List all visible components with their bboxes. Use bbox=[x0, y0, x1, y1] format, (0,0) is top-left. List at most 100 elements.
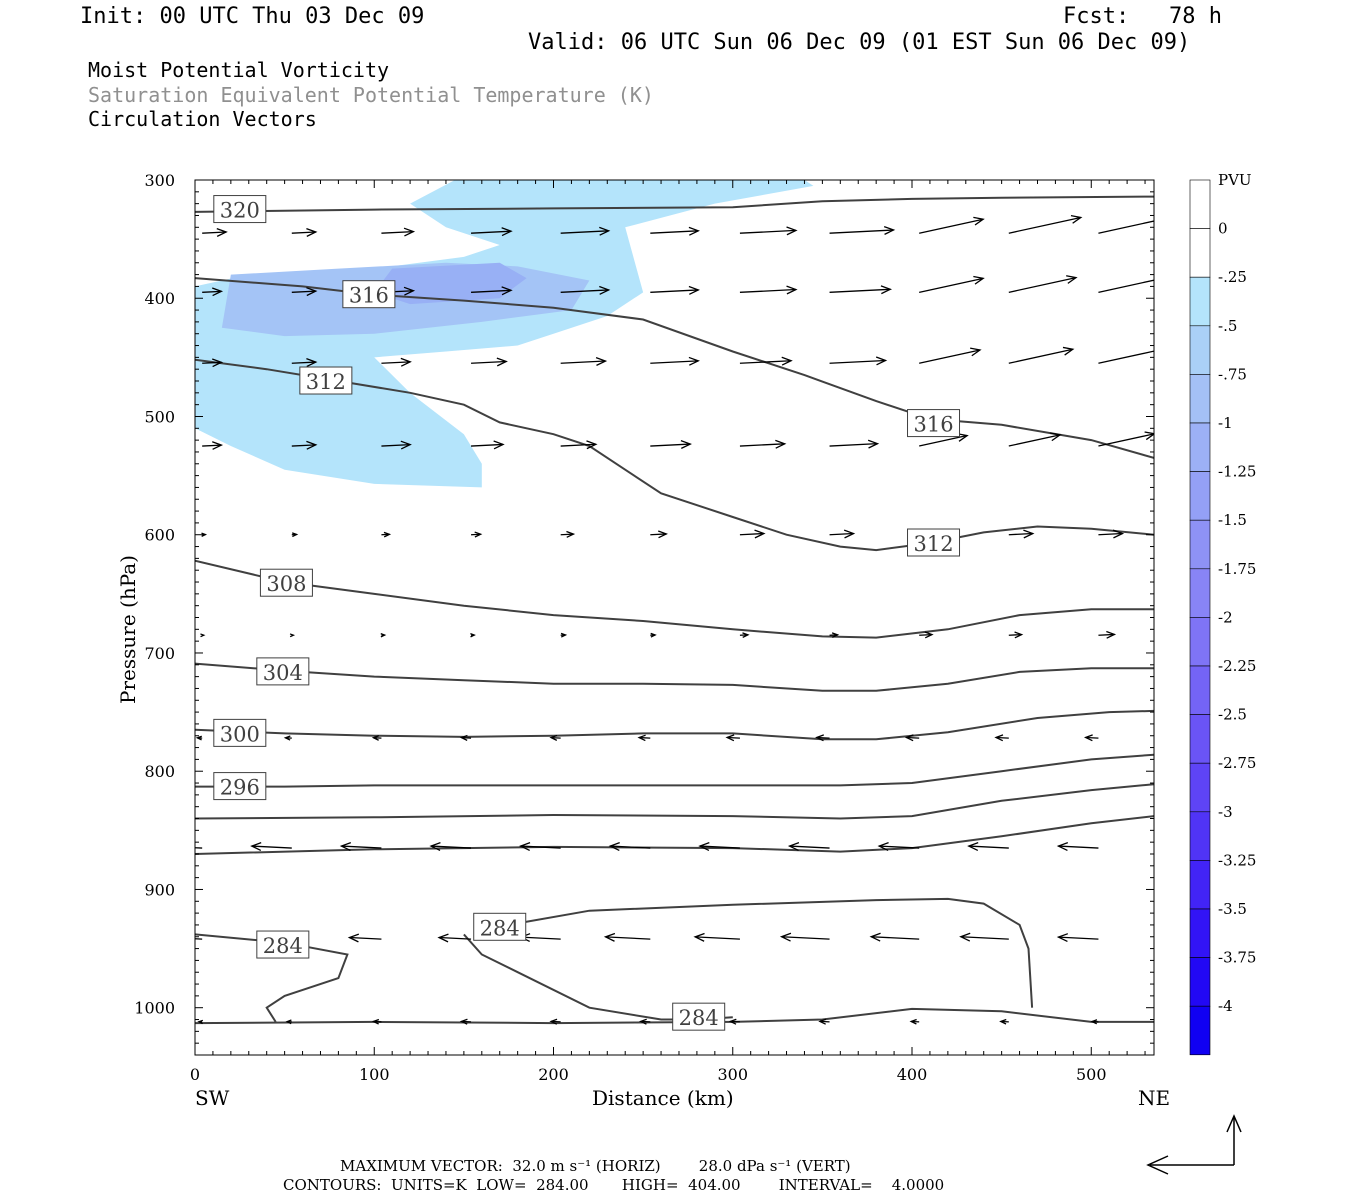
colorbar-label: -3.5 bbox=[1218, 900, 1247, 918]
y-tick-label: 500 bbox=[144, 407, 175, 426]
legend-mpv: Moist Potential Vorticity bbox=[88, 58, 390, 82]
y-tick-label: 800 bbox=[144, 762, 175, 781]
vector-arrowhead bbox=[1165, 274, 1175, 282]
legend-vectors: Circulation Vectors bbox=[88, 107, 317, 131]
vector-arrow bbox=[650, 230, 699, 234]
vector-arrow bbox=[202, 231, 227, 234]
colorbar-bin bbox=[1189, 422, 1211, 472]
vector-arrowhead bbox=[566, 530, 576, 538]
contour-line-288 bbox=[195, 815, 1154, 855]
x-tick-label: 400 bbox=[897, 1065, 928, 1084]
vector-arrow bbox=[195, 847, 203, 849]
contour-label-box bbox=[299, 366, 353, 395]
vector-arrowhead bbox=[306, 440, 318, 450]
colorbar-label: -2.25 bbox=[1218, 657, 1256, 675]
vector-arrowhead bbox=[867, 439, 880, 449]
vector-arrowhead bbox=[904, 734, 914, 742]
vector-arrow bbox=[560, 230, 609, 234]
vector-arrowhead bbox=[973, 216, 985, 226]
colorbar-bin bbox=[1189, 665, 1211, 715]
contour-labels: 320 316 316 312 312 308 304 300 296 284 284 284 bbox=[213, 195, 961, 1031]
contour-label-316: 316 bbox=[913, 413, 953, 437]
vector-arrowhead bbox=[1023, 529, 1035, 539]
vector-arrow bbox=[471, 443, 504, 447]
contour-line-284 bbox=[195, 1007, 1154, 1025]
vector-arrow bbox=[291, 231, 316, 234]
vector-arrowhead bbox=[1062, 346, 1075, 356]
vector-arrow bbox=[650, 443, 691, 447]
vector-arrow bbox=[251, 845, 292, 849]
vector-arrow bbox=[381, 443, 411, 447]
vector-arrowhead bbox=[728, 1018, 737, 1025]
vector-arrowhead bbox=[883, 225, 896, 235]
vector-arrowhead bbox=[831, 632, 840, 638]
x-tick-label: 100 bbox=[359, 1065, 390, 1084]
x-tick-label: 200 bbox=[538, 1065, 569, 1084]
y-tick-label: 900 bbox=[144, 880, 175, 899]
vector-arrow bbox=[739, 229, 796, 234]
vector-arrowhead bbox=[957, 433, 969, 442]
vector-arrow bbox=[919, 633, 933, 636]
vector-arrowhead bbox=[1056, 933, 1069, 943]
contour-line-304 bbox=[195, 662, 1154, 692]
vector-arrowhead bbox=[698, 842, 710, 852]
contour-label-box bbox=[907, 409, 961, 438]
vector-arrow bbox=[560, 443, 596, 447]
vector-arrowhead bbox=[725, 734, 735, 742]
vector-arrow bbox=[816, 736, 830, 739]
vector-arrowhead bbox=[693, 932, 705, 942]
colorbar-label: -3.75 bbox=[1218, 949, 1256, 967]
vector-arrow bbox=[1098, 633, 1115, 636]
vector-arrow bbox=[1008, 434, 1061, 447]
vector-arrow bbox=[1008, 216, 1081, 234]
colorbar-bin bbox=[1189, 908, 1211, 958]
colorbar-bin bbox=[1189, 276, 1211, 327]
vector-arrowhead bbox=[603, 932, 616, 942]
colorbar-bin bbox=[1189, 1005, 1211, 1056]
vector-arrowhead bbox=[250, 842, 262, 852]
legend-theta-es: Saturation Equivalent Potential Temperat… bbox=[88, 83, 654, 107]
contour-line-292 bbox=[195, 783, 1154, 820]
vector-arrow bbox=[349, 936, 382, 940]
vector-arrowhead bbox=[657, 530, 668, 539]
vector-arrow bbox=[1058, 936, 1099, 940]
vector-arrow bbox=[1008, 532, 1033, 536]
vector-arrowhead bbox=[496, 357, 508, 367]
vector-arrowhead bbox=[786, 226, 798, 236]
vector-arrow bbox=[739, 360, 792, 364]
y-tick-label: 600 bbox=[144, 526, 175, 545]
colorbar-label: -1.75 bbox=[1218, 560, 1256, 578]
vector-arrowhead bbox=[306, 287, 318, 297]
vector-arrowhead bbox=[470, 633, 476, 638]
contour-label-box bbox=[256, 930, 310, 959]
vector-arrow bbox=[202, 361, 222, 364]
colorbar-bin bbox=[1189, 568, 1211, 618]
vector-arrow bbox=[202, 290, 222, 293]
vector-arrowhead bbox=[875, 356, 888, 366]
contour-label-316: 316 bbox=[349, 284, 389, 308]
vector-arrowhead bbox=[688, 226, 700, 236]
vector-arrow bbox=[919, 277, 984, 293]
x-tick-label: 500 bbox=[1076, 1065, 1107, 1084]
contour-label-308: 308 bbox=[266, 572, 306, 596]
vector-arrowhead bbox=[586, 440, 598, 450]
vector-arrowhead bbox=[347, 933, 360, 943]
vector-arrowhead bbox=[216, 227, 228, 237]
vector-arrowhead bbox=[999, 1018, 1007, 1025]
vector-arrow bbox=[560, 289, 609, 293]
vector-arrowhead bbox=[637, 734, 646, 742]
vector-arrowhead bbox=[754, 529, 766, 539]
contour-label-box bbox=[907, 528, 961, 557]
vector-arrowhead bbox=[371, 735, 380, 741]
vector-arrowhead bbox=[1050, 432, 1062, 442]
vector-arrowhead bbox=[781, 356, 793, 366]
ne-endpoint-label: NE bbox=[1138, 1086, 1171, 1110]
mpv-region bbox=[374, 262, 527, 305]
vector-arrowhead bbox=[680, 440, 692, 449]
colorbar-bin bbox=[1189, 471, 1211, 521]
colorbar-label: -4 bbox=[1218, 997, 1233, 1015]
vector-arrow bbox=[341, 845, 382, 849]
vector-arrowhead bbox=[549, 1018, 558, 1025]
contour-label-312: 312 bbox=[913, 532, 953, 556]
